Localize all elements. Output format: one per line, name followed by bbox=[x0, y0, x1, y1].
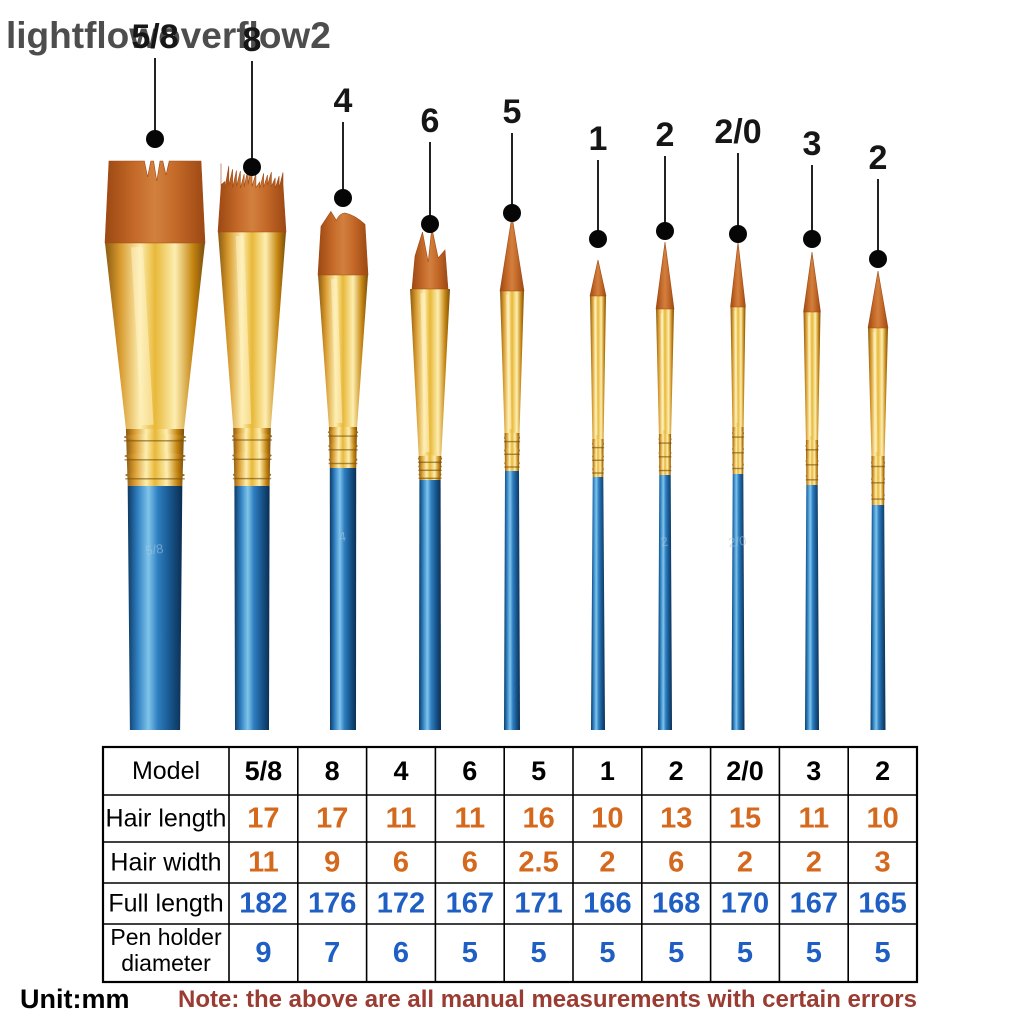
svg-text:10: 10 bbox=[591, 803, 623, 835]
svg-text:5: 5 bbox=[668, 937, 684, 969]
svg-text:5: 5 bbox=[875, 937, 891, 969]
svg-text:8: 8 bbox=[325, 756, 340, 786]
svg-text:5: 5 bbox=[503, 93, 522, 131]
svg-text:10: 10 bbox=[866, 803, 898, 835]
svg-text:6: 6 bbox=[462, 847, 478, 879]
svg-text:Hair length: Hair length bbox=[106, 805, 227, 833]
svg-text:166: 166 bbox=[583, 888, 631, 920]
svg-text:6: 6 bbox=[393, 937, 409, 969]
svg-text:16: 16 bbox=[522, 803, 554, 835]
svg-text:6: 6 bbox=[393, 847, 409, 879]
svg-text:2: 2 bbox=[869, 139, 888, 177]
svg-text:2/0: 2/0 bbox=[726, 756, 764, 786]
svg-text:11: 11 bbox=[248, 847, 279, 879]
svg-text:5: 5 bbox=[737, 937, 753, 969]
svg-text:1: 1 bbox=[589, 120, 608, 158]
svg-text:4: 4 bbox=[393, 756, 408, 786]
svg-text:168: 168 bbox=[652, 888, 700, 920]
svg-text:3: 3 bbox=[803, 125, 822, 163]
svg-text:11: 11 bbox=[386, 803, 417, 835]
svg-text:15: 15 bbox=[729, 803, 761, 835]
svg-text:2: 2 bbox=[806, 847, 822, 879]
svg-text:9: 9 bbox=[255, 937, 271, 969]
svg-text:17: 17 bbox=[247, 803, 279, 835]
svg-text:17: 17 bbox=[316, 803, 348, 835]
svg-text:diameter: diameter bbox=[121, 950, 211, 976]
svg-text:13: 13 bbox=[660, 803, 692, 835]
svg-text:2/0: 2/0 bbox=[714, 113, 761, 151]
svg-text:176: 176 bbox=[308, 888, 356, 920]
svg-text:167: 167 bbox=[790, 888, 838, 920]
svg-text:172: 172 bbox=[377, 888, 425, 920]
svg-text:1: 1 bbox=[600, 756, 615, 786]
svg-text:Hair width: Hair width bbox=[110, 849, 221, 877]
svg-text:5/8: 5/8 bbox=[245, 756, 283, 786]
svg-text:7: 7 bbox=[324, 937, 340, 969]
svg-text:2: 2 bbox=[875, 756, 890, 786]
svg-text:2: 2 bbox=[599, 847, 615, 879]
svg-text:2.5: 2.5 bbox=[518, 847, 558, 879]
svg-text:167: 167 bbox=[446, 888, 494, 920]
svg-text:5: 5 bbox=[531, 937, 547, 969]
svg-text:5: 5 bbox=[806, 937, 822, 969]
svg-text:11: 11 bbox=[798, 803, 829, 835]
svg-text:5: 5 bbox=[599, 937, 615, 969]
svg-text:9: 9 bbox=[324, 847, 340, 879]
svg-text:170: 170 bbox=[721, 888, 769, 920]
svg-text:2: 2 bbox=[669, 756, 684, 786]
svg-text:3: 3 bbox=[875, 847, 891, 879]
svg-text:2: 2 bbox=[737, 847, 753, 879]
svg-text:2/0: 2/0 bbox=[727, 533, 747, 550]
svg-text:6: 6 bbox=[421, 102, 440, 140]
svg-text:8: 8 bbox=[243, 21, 262, 59]
svg-text:Model: Model bbox=[132, 757, 200, 785]
svg-text:165: 165 bbox=[858, 888, 906, 920]
svg-text:Unit:mm: Unit:mm bbox=[20, 984, 130, 1014]
svg-text:6: 6 bbox=[462, 756, 477, 786]
svg-text:Note: the above are all manual: Note: the above are all manual measureme… bbox=[178, 986, 917, 1013]
svg-text:5: 5 bbox=[462, 937, 478, 969]
svg-text:2: 2 bbox=[656, 116, 675, 154]
svg-text:4: 4 bbox=[334, 82, 353, 120]
svg-text:Pen holder: Pen holder bbox=[110, 924, 222, 950]
svg-text:3: 3 bbox=[806, 756, 821, 786]
svg-text:182: 182 bbox=[239, 888, 287, 920]
svg-text:171: 171 bbox=[514, 888, 562, 920]
svg-text:5: 5 bbox=[531, 756, 546, 786]
svg-text:Full length: Full length bbox=[108, 890, 223, 918]
svg-text:11: 11 bbox=[454, 803, 485, 835]
svg-text:5/8: 5/8 bbox=[144, 541, 164, 558]
svg-text:5/8: 5/8 bbox=[131, 18, 178, 56]
svg-text:6: 6 bbox=[668, 847, 684, 879]
